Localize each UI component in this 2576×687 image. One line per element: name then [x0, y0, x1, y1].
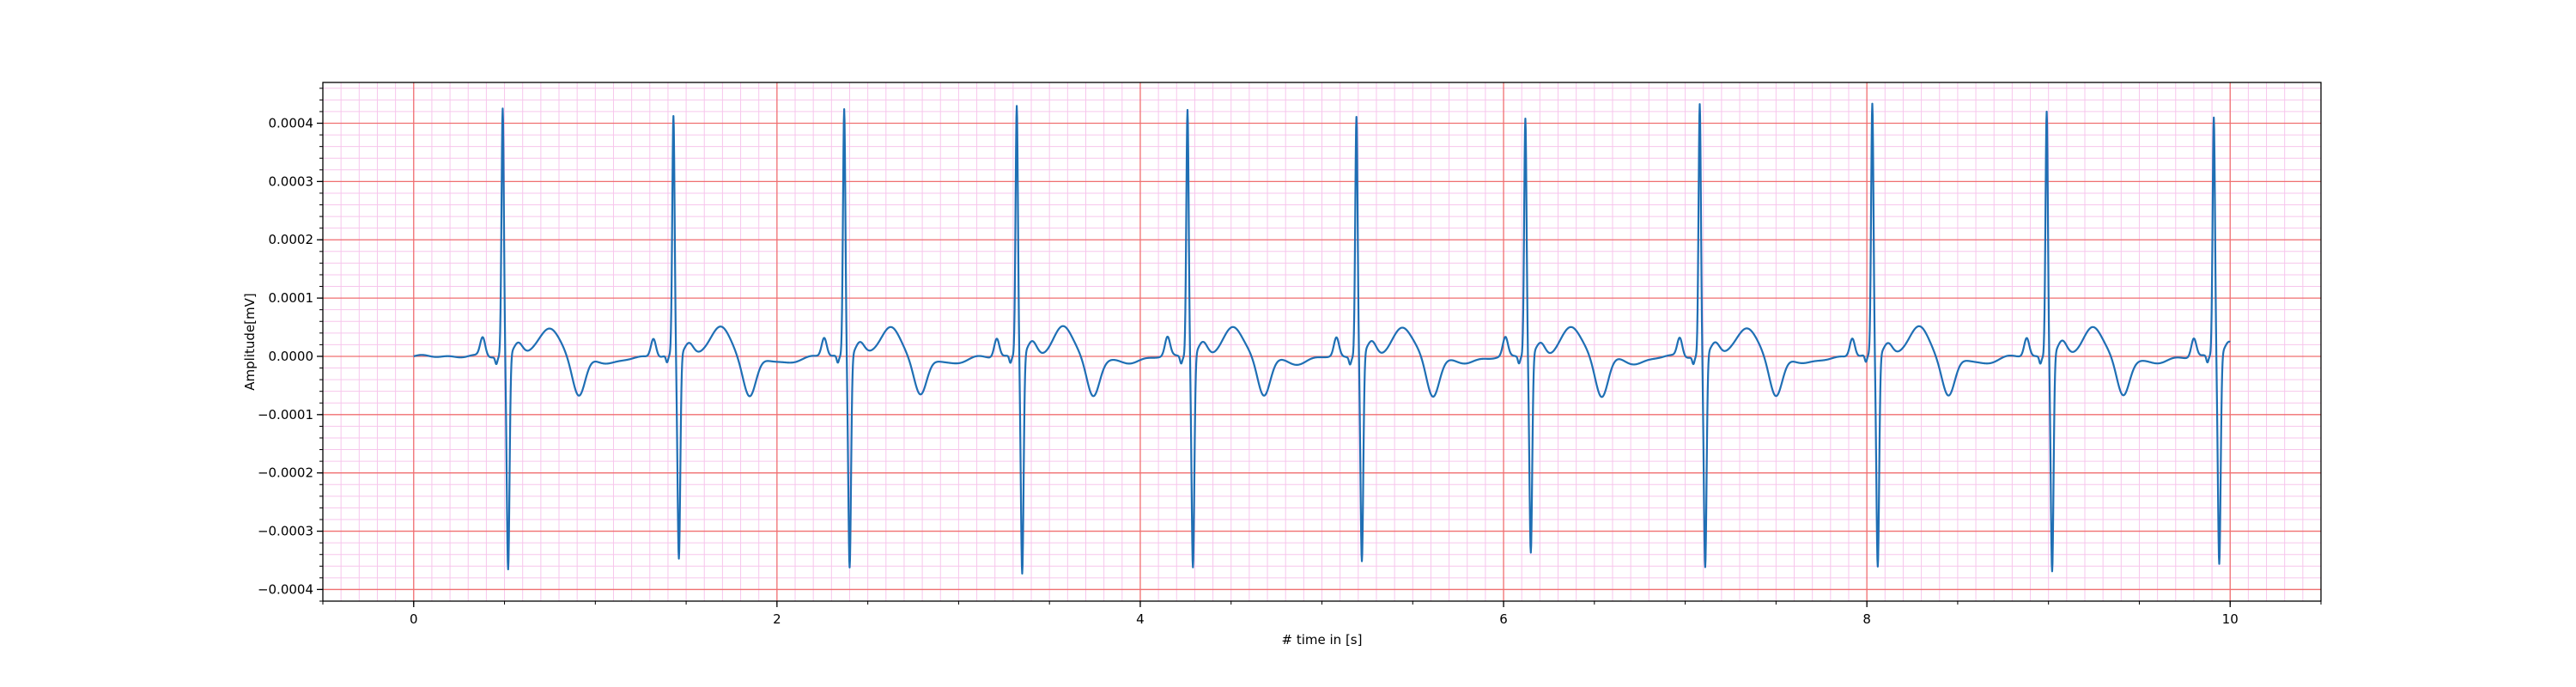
- x-tick-label: 4: [1136, 611, 1145, 627]
- x-tick-label: 10: [2222, 611, 2239, 627]
- x-axis: 0 2 4 6 8 10: [322, 601, 2322, 627]
- plot-area: [322, 82, 2322, 602]
- x-tick-label: 2: [773, 611, 781, 627]
- y-tick-label: 0.0001: [269, 290, 314, 306]
- x-tick-label: 6: [1499, 611, 1508, 627]
- y-tick-label: 0.0000: [269, 349, 314, 364]
- series-line-ecg: [413, 102, 2231, 575]
- y-tick-label: 0.0002: [269, 232, 314, 247]
- y-tick-label: −0.0002: [258, 465, 313, 481]
- y-tick-label: −0.0004: [258, 581, 313, 597]
- major-grid: [323, 82, 2321, 601]
- y-tick-label: 0.0003: [269, 173, 314, 189]
- y-axis: 0.0004 0.0003 0.0002 0.0001 0.0000 −0.0001 −0.…: [258, 88, 323, 602]
- y-axis-label: Amplitude[mV]: [242, 293, 258, 390]
- y-tick-label: 0.0004: [269, 116, 314, 131]
- x-tick-label: 0: [410, 611, 418, 627]
- y-tick-label: −0.0001: [258, 407, 313, 423]
- x-tick-label: 8: [1862, 611, 1871, 627]
- x-axis-label: # time in [s]: [1282, 632, 1363, 647]
- y-tick-label: −0.0003: [258, 524, 313, 539]
